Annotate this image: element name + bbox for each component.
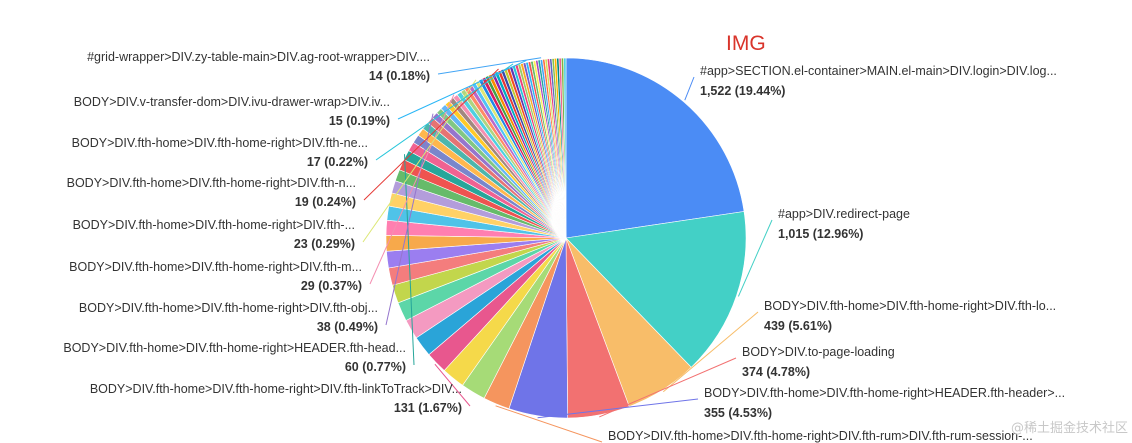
slice-label-name: BODY>DIV.fth-home>DIV.fth-home-right>HEA… [63, 341, 406, 355]
leader-line [385, 113, 434, 326]
slice-label-value: 131 (1.67%) [394, 401, 462, 415]
leader-line [537, 398, 699, 419]
pie-slice[interactable] [565, 57, 745, 239]
pie-slices [385, 57, 747, 419]
slice-label-value: 60 (0.77%) [345, 360, 406, 374]
leader-line [684, 76, 695, 101]
pie-slice[interactable] [563, 57, 567, 239]
slice-label-name: BODY>DIV.fth-home>DIV.fth-home-right>DIV… [73, 218, 355, 232]
slice-label-name: BODY>DIV.fth-home>DIV.fth-home-right>HEA… [704, 386, 1065, 400]
slice-label-value: 29 (0.37%) [301, 279, 362, 293]
slice-label-value: 355 (4.53%) [704, 406, 772, 420]
slice-label-value: 374 (4.78%) [742, 365, 810, 379]
slice-label-name: BODY>DIV.to-page-loading [742, 345, 895, 359]
slice-label-name: BODY>DIV.fth-home>DIV.fth-home-right>DIV… [67, 176, 356, 190]
slice-label-name: #app>SECTION.el-container>MAIN.el-main>D… [700, 64, 1057, 78]
slice-label-value: 17 (0.22%) [307, 155, 368, 169]
leader-line [363, 68, 499, 201]
leader-line [404, 154, 415, 366]
leader-line [434, 363, 471, 407]
slice-label-value: 23 (0.29%) [294, 237, 355, 251]
leader-line [437, 57, 542, 75]
pie-slice[interactable] [565, 211, 747, 368]
slice-label-name: #app>DIV.redirect-page [778, 207, 910, 221]
slice-label-value: 439 (5.61%) [764, 319, 832, 333]
leader-line [599, 357, 737, 418]
slice-label-name: BODY>DIV.fth-home>DIV.fth-home-right>DIV… [764, 299, 1056, 313]
chart-title: IMG [726, 32, 766, 55]
slice-label-value: 1,015 (12.96%) [778, 227, 863, 241]
watermark: @稀土掘金技术社区 [1011, 420, 1128, 436]
slice-label-value: 19 (0.24%) [295, 195, 356, 209]
slice-label-name: BODY>DIV.v-transfer-dom>DIV.ivu-drawer-w… [74, 95, 390, 109]
slice-labels: #app>SECTION.el-container>MAIN.el-main>D… [63, 50, 1065, 443]
slice-label-name: BODY>DIV.fth-home>DIV.fth-home-right>DIV… [90, 382, 462, 396]
slice-label-name: BODY>DIV.fth-home>DIV.fth-home-right>DIV… [72, 136, 368, 150]
slice-label-value: 38 (0.49%) [317, 320, 378, 334]
slice-label-value: 14 (0.18%) [369, 69, 430, 83]
leader-line [737, 219, 773, 297]
slice-label-name: BODY>DIV.fth-home>DIV.fth-home-right>DIV… [69, 260, 362, 274]
leader-line [397, 59, 527, 120]
slice-label-value: 1,522 (19.44%) [700, 84, 785, 98]
leader-line [362, 79, 477, 243]
leader-line [375, 63, 514, 161]
slice-label-name: BODY>DIV.fth-home>DIV.fth-home-right>DIV… [608, 429, 1033, 443]
leader-line [662, 311, 759, 393]
label-leader-lines [362, 57, 773, 443]
slice-label-name: #grid-wrapper>DIV.zy-table-main>DIV.ag-r… [87, 50, 430, 64]
leader-line [495, 405, 603, 443]
slice-label-value: 15 (0.19%) [329, 114, 390, 128]
slice-label-name: BODY>DIV.fth-home>DIV.fth-home-right>DIV… [79, 301, 378, 315]
